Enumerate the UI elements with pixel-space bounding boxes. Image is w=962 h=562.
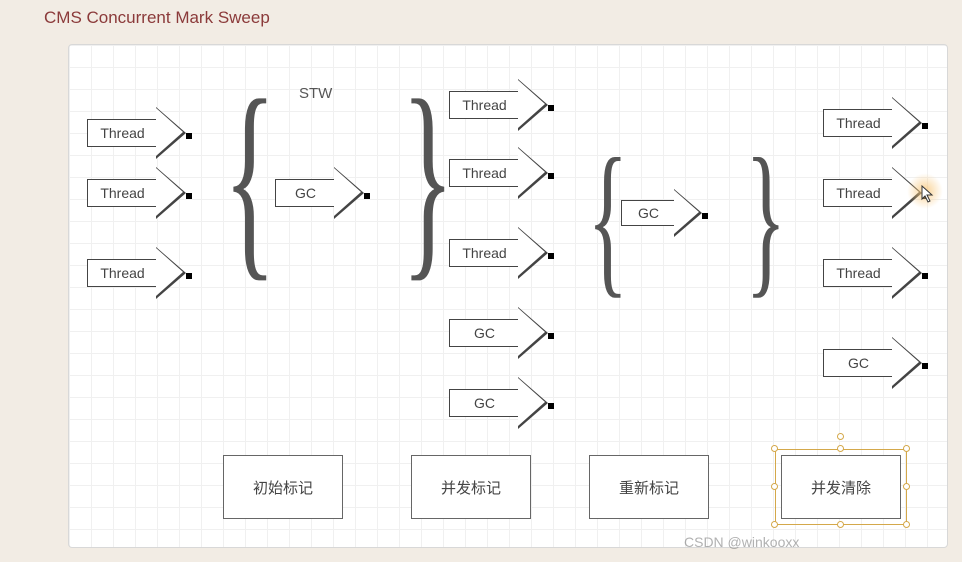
thread-arrow: Thread — [87, 167, 186, 219]
thread-arrow: Thread — [87, 107, 186, 159]
selection-handle[interactable] — [903, 521, 910, 528]
selection-handle[interactable] — [903, 445, 910, 452]
arrow-label: GC — [621, 200, 675, 226]
brace-open-icon: { — [587, 133, 628, 303]
arrow-head-icon — [892, 337, 922, 389]
arrow-label: GC — [449, 319, 519, 347]
selection-handle[interactable] — [837, 445, 844, 452]
arrow-label: GC — [275, 179, 335, 207]
diagram-canvas: STW Thread Thread Thread GC Thread Thread Thre… — [68, 44, 948, 548]
arrow-label: Thread — [87, 259, 157, 287]
arrow-head-icon — [518, 227, 548, 279]
arrow-label: Thread — [87, 119, 157, 147]
arrow-head-icon — [892, 97, 922, 149]
arrow-head-icon — [674, 189, 702, 237]
thread-arrow: Thread — [823, 97, 922, 149]
phase-box-1[interactable]: 并发标记 — [411, 455, 531, 519]
selection-outline — [775, 449, 907, 525]
arrow-head-icon — [156, 167, 186, 219]
thread-arrow: Thread — [449, 147, 548, 199]
selection-handle[interactable] — [771, 445, 778, 452]
thread-arrow: Thread — [449, 79, 548, 131]
arrow-head-icon — [156, 107, 186, 159]
arrow-head-icon — [892, 247, 922, 299]
arrow-head-icon — [518, 147, 548, 199]
thread-arrow: Thread — [449, 227, 548, 279]
arrow-label: GC — [823, 349, 893, 377]
arrow-label: Thread — [823, 259, 893, 287]
brace-close-icon: } — [745, 133, 786, 303]
brace-close-icon: } — [401, 67, 454, 287]
arrow-label: Thread — [449, 159, 519, 187]
watermark: CSDN @winkooxx — [684, 534, 799, 550]
selection-handle[interactable] — [771, 483, 778, 490]
phase-box-0[interactable]: 初始标记 — [223, 455, 343, 519]
cursor-icon — [921, 185, 935, 208]
arrow-label: Thread — [823, 109, 893, 137]
gc-arrow: GC — [823, 337, 922, 389]
arrow-label: Thread — [87, 179, 157, 207]
rotation-handle[interactable] — [837, 433, 844, 440]
gc-arrow: GC — [621, 189, 702, 237]
arrow-label: Thread — [449, 239, 519, 267]
phase-box-2[interactable]: 重新标记 — [589, 455, 709, 519]
selection-handle[interactable] — [771, 521, 778, 528]
selection-handle[interactable] — [903, 483, 910, 490]
arrow-head-icon — [518, 79, 548, 131]
thread-arrow: Thread — [823, 247, 922, 299]
gc-arrow: GC — [449, 307, 548, 359]
thread-arrow: Thread — [87, 247, 186, 299]
gc-arrow: GC — [275, 167, 364, 219]
gc-arrow: GC — [449, 377, 548, 429]
selection-handle[interactable] — [837, 521, 844, 528]
page-title: CMS Concurrent Mark Sweep — [0, 0, 962, 28]
arrow-label: GC — [449, 389, 519, 417]
arrow-label: Thread — [823, 179, 893, 207]
arrow-label: Thread — [449, 91, 519, 119]
arrow-head-icon — [334, 167, 364, 219]
arrow-head-icon — [518, 377, 548, 429]
brace-open-icon: { — [223, 67, 276, 287]
stw-label: STW — [299, 85, 332, 102]
arrow-head-icon — [156, 247, 186, 299]
arrow-head-icon — [518, 307, 548, 359]
